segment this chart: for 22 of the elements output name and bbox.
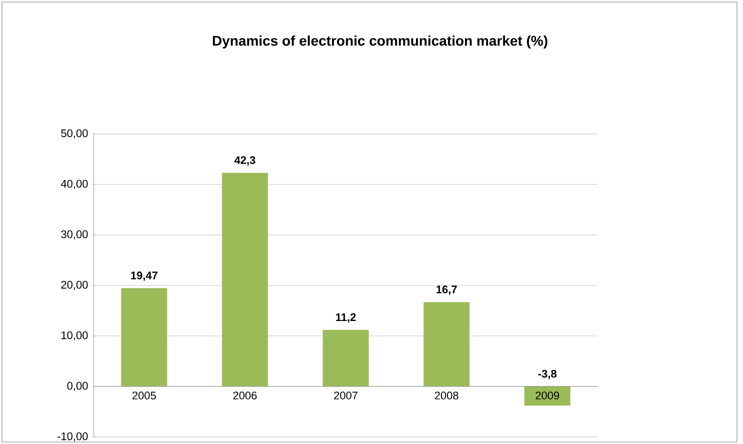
bar: [322, 330, 369, 386]
data-label: 42,3: [234, 156, 256, 166]
x-tick-label: 2006: [233, 392, 257, 400]
y-tick-label: 0,00: [67, 382, 88, 391]
y-tick-label: 50,00: [61, 129, 88, 138]
bar: [121, 288, 168, 386]
y-tick-label: 30,00: [61, 230, 88, 240]
y-tick-label: 20,00: [61, 280, 88, 290]
y-tick-label: -10,00: [58, 432, 88, 442]
x-tick-label: 2008: [434, 392, 458, 400]
x-tick-label: 2005: [132, 392, 156, 400]
chart-title: Dynamics of electronic communication market (%): [212, 35, 548, 49]
x-tick-label: 2007: [334, 392, 358, 400]
data-label: 19,47: [131, 272, 158, 281]
data-label: 16,7: [436, 286, 457, 295]
bar: [222, 172, 268, 386]
data-label: -3,8: [538, 370, 556, 380]
y-tick-label: 10,00: [62, 331, 88, 340]
bar: [424, 302, 470, 386]
y-tick-label: 40,00: [60, 180, 88, 189]
x-tick-label: 2009: [536, 392, 560, 400]
data-label: 11,2: [336, 313, 356, 323]
